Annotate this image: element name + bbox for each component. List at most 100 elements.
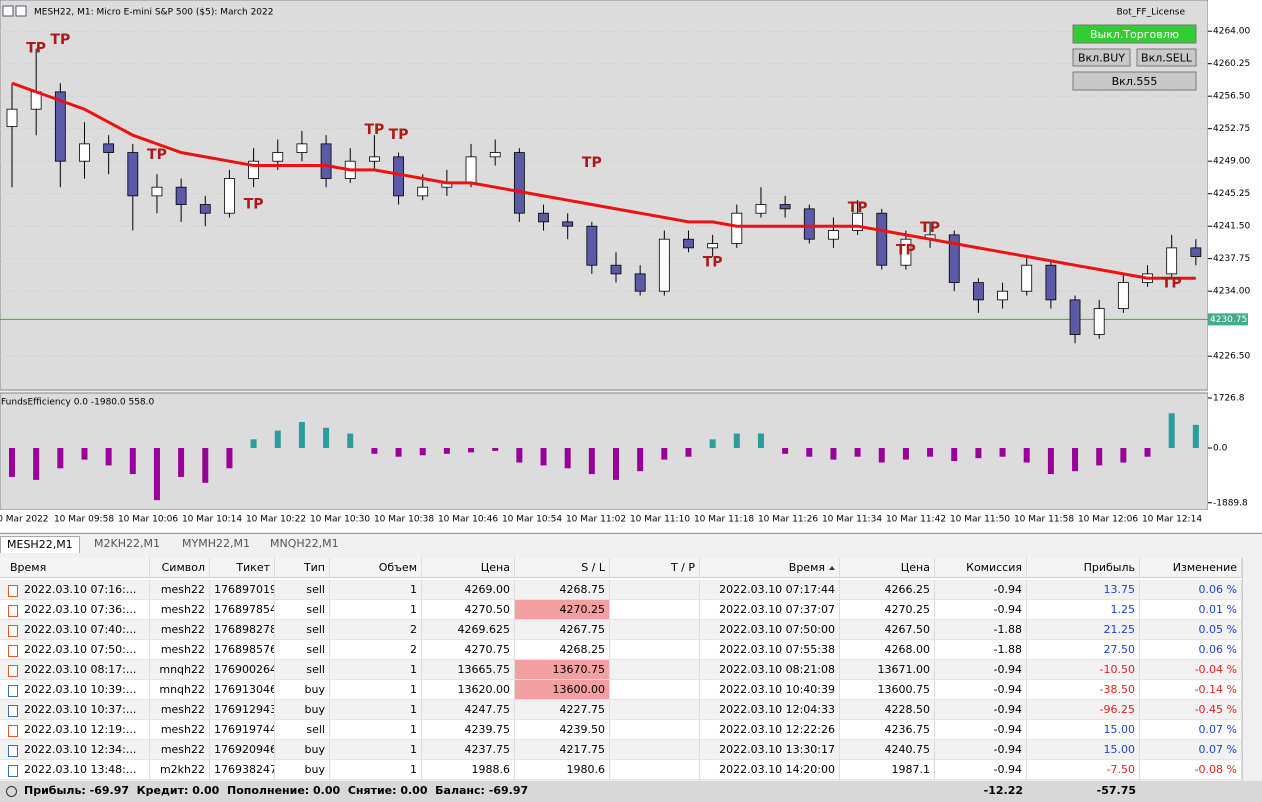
table-cell: 1 — [330, 720, 422, 740]
histogram-bar — [250, 439, 257, 449]
column-header[interactable]: Изменение — [1140, 558, 1242, 578]
table-cell: -0.94 — [935, 580, 1027, 600]
x-tick-label: 10 Mar 10:38 — [374, 515, 434, 525]
table-cell: -10.50 — [1027, 660, 1140, 680]
x-tick-label: 10 Mar 10:14 — [182, 515, 242, 525]
candle-body — [6, 108, 18, 127]
x-tick-label: 10 Mar 10:46 — [438, 515, 498, 525]
candle-body — [127, 152, 139, 197]
table-cell: -7.50 — [1027, 760, 1140, 780]
table-cell: 13665.75 — [422, 660, 515, 680]
empty-cell — [610, 760, 700, 780]
tp-marker: TP — [582, 155, 602, 171]
table-cell: sell — [275, 640, 330, 660]
current-price-label: 4230.75 — [1210, 315, 1247, 325]
column-header[interactable]: Цена — [422, 558, 515, 578]
scrollbar[interactable] — [1242, 558, 1262, 782]
column-header[interactable]: Прибыль — [1027, 558, 1140, 578]
summary-bar: Прибыль: -69.97 Кредит: 0.00 Пополнение:… — [0, 781, 1262, 802]
indicator-pane — [0, 392, 1209, 511]
row-background — [0, 640, 150, 660]
button[interactable] — [1072, 24, 1197, 44]
button[interactable] — [1072, 48, 1131, 67]
column-header[interactable]: Цена — [840, 558, 935, 578]
deal-icon — [8, 645, 18, 657]
button-label[interactable]: Выкл.Торговлю — [1090, 28, 1179, 41]
deal-icon — [8, 625, 18, 637]
histogram-bar — [1168, 413, 1175, 449]
table-cell: 176913046 — [210, 680, 275, 700]
candle-body — [320, 143, 332, 179]
deal-icon — [8, 745, 18, 757]
x-tick-label: 10 Mar 11:18 — [694, 515, 754, 525]
histogram-bar — [323, 427, 330, 449]
histogram-bar — [298, 421, 305, 449]
histogram-bar — [782, 448, 789, 454]
table-cell: 176897854 — [210, 600, 275, 620]
column-header[interactable]: Комиссия — [935, 558, 1027, 578]
empty-cell — [610, 740, 700, 760]
candle-body — [803, 208, 815, 240]
column-header[interactable]: Тикет — [210, 558, 275, 578]
column-header[interactable]: Время — [0, 558, 150, 578]
table-cell: -1.88 — [935, 640, 1027, 660]
table-cell: -0.94 — [935, 660, 1027, 680]
button-label[interactable]: Вкл.SELL — [1141, 52, 1193, 65]
candle-body — [465, 156, 477, 184]
table-cell: 4268.75 — [515, 580, 610, 600]
button[interactable] — [1072, 71, 1197, 91]
table-cell: 13620.00 — [422, 680, 515, 700]
table-cell: 176912943 — [210, 700, 275, 720]
x-tick-label: 10 Mar 10:30 — [310, 515, 370, 525]
x-tick-label: 10 Mar 10:54 — [502, 515, 562, 525]
chart-tab[interactable]: MNQH22,M1 — [270, 537, 339, 550]
candle-body — [417, 186, 429, 197]
chart-tab[interactable]: M2KH22,M1 — [94, 537, 160, 550]
histogram-bar — [395, 448, 402, 457]
candle-body — [513, 152, 525, 214]
empty-cell — [610, 640, 700, 660]
histogram-bar — [1047, 448, 1054, 475]
candle-body — [586, 225, 598, 266]
table-cell: mesh22 — [150, 720, 210, 740]
histogram-bar — [1120, 448, 1127, 463]
table-cell: sell — [275, 620, 330, 640]
table-cell: 4268.00 — [840, 640, 935, 660]
x-tick-label: 10 Mar 09:58 — [54, 515, 114, 525]
deal-icon — [8, 725, 18, 737]
column-header[interactable]: T / P — [610, 558, 700, 578]
button[interactable] — [1136, 48, 1197, 67]
table-cell: 4236.75 — [840, 720, 935, 740]
column-header[interactable]: Символ — [150, 558, 210, 578]
indicator-tick-label: 0.0 — [1213, 444, 1228, 454]
column-header[interactable]: Тип — [275, 558, 330, 578]
table-cell: -0.94 — [935, 680, 1027, 700]
price-pane — [0, 0, 1209, 391]
table-cell: mesh22 — [150, 700, 210, 720]
histogram-bar — [226, 448, 233, 469]
histogram-bar — [81, 448, 88, 460]
candle-body — [634, 273, 646, 292]
row-background — [0, 700, 150, 720]
candle-body — [900, 238, 912, 266]
column-header[interactable]: S / L — [515, 558, 610, 578]
deal-icon — [8, 765, 18, 777]
table-cell: 27.50 — [1027, 640, 1140, 660]
button-label[interactable]: Вкл.BUY — [1078, 52, 1125, 65]
column-header[interactable]: Время — [700, 558, 840, 578]
current-price-box — [1208, 313, 1248, 326]
table-cell: 4247.75 — [422, 700, 515, 720]
x-tick-label: 10 Mar 12:14 — [1142, 515, 1202, 525]
tp-marker: TP — [244, 197, 264, 213]
chart-tab[interactable]: MESH22,M1 — [0, 536, 80, 553]
histogram-bar — [613, 448, 619, 480]
histogram-bar — [830, 448, 837, 460]
button-label[interactable]: Вкл.555 — [1112, 75, 1158, 88]
table-cell: 4217.75 — [515, 740, 610, 760]
candle-body — [1045, 264, 1057, 301]
table-cell: mesh22 — [150, 600, 210, 620]
table-cell: 2022.03.10 10:37:... — [0, 700, 150, 720]
chart-tab[interactable]: MYMH22,M1 — [182, 537, 250, 550]
column-header[interactable]: Объем — [330, 558, 422, 578]
x-tick-label: 10 Mar 11:58 — [1014, 515, 1074, 525]
